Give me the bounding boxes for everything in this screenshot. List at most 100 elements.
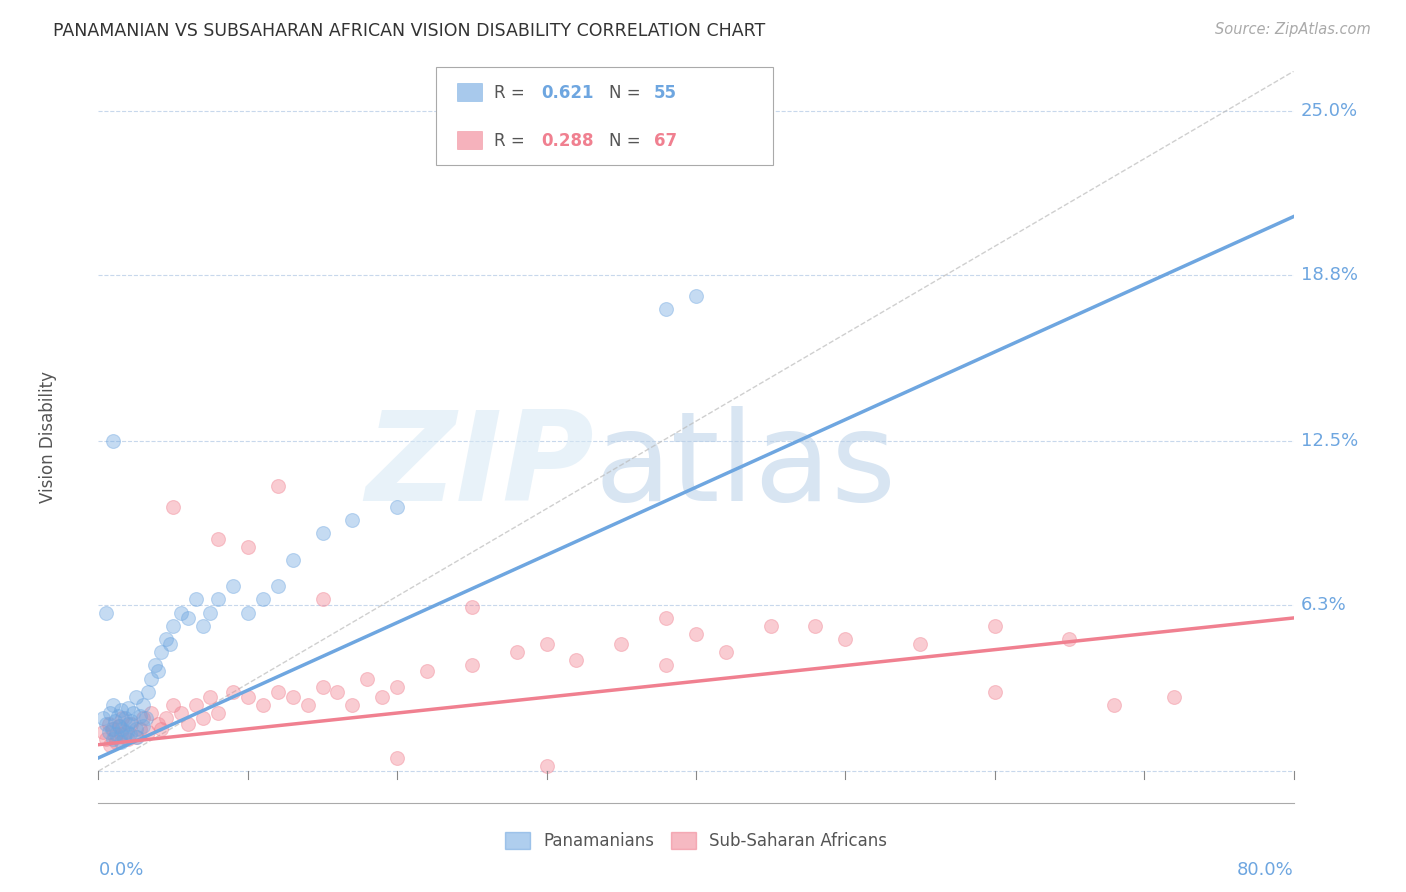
Point <box>804 619 827 633</box>
Point <box>236 606 259 620</box>
Point <box>150 645 173 659</box>
Point <box>461 600 484 615</box>
Point <box>191 619 214 633</box>
Text: atlas: atlas <box>595 406 897 527</box>
Point <box>91 724 114 739</box>
Point <box>136 685 159 699</box>
Point <box>110 727 132 741</box>
Point <box>114 724 136 739</box>
Point <box>110 703 132 717</box>
Text: 18.8%: 18.8% <box>1301 266 1358 284</box>
Point <box>200 690 222 705</box>
Point <box>103 722 125 736</box>
Point <box>117 700 139 714</box>
Point <box>536 637 558 651</box>
Point <box>111 711 134 725</box>
Point <box>236 540 259 554</box>
Point <box>155 632 177 646</box>
Point <box>169 706 191 720</box>
Point <box>385 680 409 694</box>
Point <box>148 664 170 678</box>
Point <box>207 532 229 546</box>
Point <box>162 698 184 712</box>
Point <box>125 722 148 736</box>
Point <box>461 658 484 673</box>
Point <box>136 724 159 739</box>
Point <box>297 698 319 712</box>
Point <box>984 685 1007 699</box>
Point <box>103 732 125 747</box>
Point <box>117 732 139 747</box>
Point <box>252 698 274 712</box>
Point <box>759 619 782 633</box>
Point <box>177 716 200 731</box>
Point <box>536 759 558 773</box>
Text: 0.0%: 0.0% <box>98 861 143 879</box>
Point <box>107 708 129 723</box>
Point <box>1163 690 1185 705</box>
Point <box>385 751 409 765</box>
Point <box>125 730 148 744</box>
Point <box>342 513 364 527</box>
Point <box>139 706 162 720</box>
Point <box>132 711 155 725</box>
Point <box>91 711 114 725</box>
Text: 67: 67 <box>654 132 676 150</box>
Point <box>169 606 191 620</box>
Point <box>98 706 122 720</box>
Text: N =: N = <box>609 84 645 102</box>
Point <box>114 711 136 725</box>
Text: R =: R = <box>494 132 530 150</box>
Point <box>685 289 707 303</box>
Point <box>94 606 117 620</box>
Point <box>132 719 155 733</box>
Point <box>125 690 148 705</box>
Point <box>129 722 152 736</box>
Point <box>135 711 157 725</box>
Point <box>97 716 120 731</box>
Point <box>184 592 207 607</box>
Point <box>120 716 142 731</box>
Point <box>311 680 333 694</box>
Point <box>281 553 304 567</box>
Point <box>143 658 166 673</box>
Point <box>127 730 149 744</box>
Point <box>267 685 290 699</box>
Point <box>108 719 131 733</box>
Point <box>191 711 214 725</box>
Point <box>655 301 678 316</box>
Point <box>103 698 125 712</box>
Point <box>984 619 1007 633</box>
Point <box>371 690 394 705</box>
Point <box>103 434 125 448</box>
Point <box>117 716 139 731</box>
Point <box>139 672 162 686</box>
Point <box>222 579 245 593</box>
Text: N =: N = <box>609 132 645 150</box>
Point <box>714 645 737 659</box>
Point <box>1104 698 1126 712</box>
Point <box>98 738 122 752</box>
Point <box>207 592 229 607</box>
Point <box>200 606 222 620</box>
Text: 0.288: 0.288 <box>541 132 593 150</box>
Point <box>655 611 678 625</box>
Point <box>236 690 259 705</box>
Point <box>104 714 127 728</box>
Point <box>118 727 141 741</box>
Legend: Panamanians, Sub-Saharan Africans: Panamanians, Sub-Saharan Africans <box>498 825 894 856</box>
Point <box>565 653 588 667</box>
Point <box>101 722 124 736</box>
Text: 12.5%: 12.5% <box>1301 432 1358 450</box>
Point <box>162 500 184 514</box>
Point <box>908 637 931 651</box>
Point <box>655 658 678 673</box>
Point <box>110 735 132 749</box>
Point <box>94 732 117 747</box>
Point <box>121 706 143 720</box>
Point <box>311 526 333 541</box>
Point <box>155 711 177 725</box>
Point <box>105 735 128 749</box>
Point <box>834 632 856 646</box>
Text: PANAMANIAN VS SUBSAHARAN AFRICAN VISION DISABILITY CORRELATION CHART: PANAMANIAN VS SUBSAHARAN AFRICAN VISION … <box>53 22 766 40</box>
